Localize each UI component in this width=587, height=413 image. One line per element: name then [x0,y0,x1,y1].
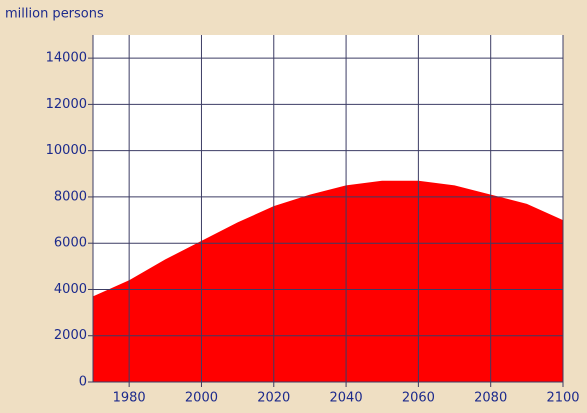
x-tick-label: 2000 [185,391,218,406]
y-tick-label: 0 [79,375,87,390]
x-tick-label: 2080 [474,391,507,406]
y-tick-label: 8000 [54,189,87,204]
y-axis-label: million persons [5,7,104,22]
y-tick-label: 12000 [46,97,87,112]
x-tick-label: 2060 [402,391,435,406]
y-tick-label: 10000 [46,143,87,158]
y-tick-label: 14000 [46,51,87,66]
y-tick-label: 4000 [54,282,87,297]
x-tick-label: 2040 [330,391,363,406]
y-tick-label: 2000 [54,328,87,343]
x-tick-label: 1980 [113,391,146,406]
x-tick-label: 2020 [257,391,290,406]
area [93,180,563,382]
y-tick-label: 6000 [54,236,87,251]
x-tick-label: 2100 [546,391,579,406]
